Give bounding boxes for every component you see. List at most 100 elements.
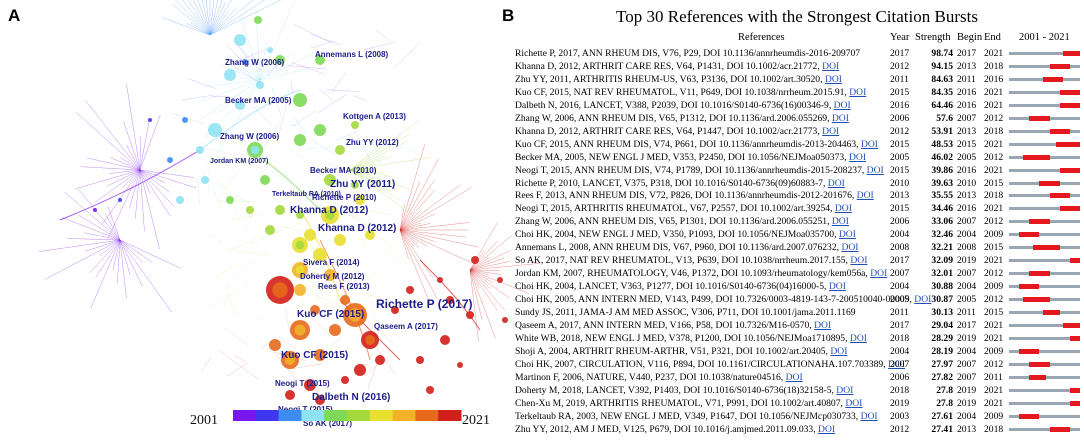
end-cell: 2021: [984, 332, 1004, 344]
strength-cell: 30.88: [931, 281, 953, 293]
network-edge: [399, 229, 466, 238]
end-cell: 2011: [984, 371, 1003, 383]
end-cell: 2012: [984, 294, 1004, 306]
doi-link[interactable]: DOI: [845, 397, 863, 409]
network-node-ring: [325, 210, 335, 220]
end-cell: 2021: [984, 319, 1004, 331]
burst-row: Zhu YY, 2011, ARTHRITIS RHEUM-US, V63, P…: [510, 73, 1084, 86]
burst-row: Choi HK, 2005, ANN INTERN MED, V143, P49…: [510, 293, 1084, 306]
doi-link[interactable]: DOI: [822, 60, 840, 72]
doi-link[interactable]: DOI: [822, 125, 840, 137]
burst-timeline: [1009, 284, 1080, 290]
doi-link[interactable]: DOI: [828, 281, 846, 293]
network-edge: [129, 169, 141, 209]
strength-cell: 27.8: [936, 397, 953, 409]
doi-link[interactable]: DOI: [833, 99, 851, 111]
strength-cell: 30.87: [931, 294, 953, 306]
network-edge: [236, 250, 270, 255]
begin-cell: 2017: [957, 48, 977, 59]
doi-link[interactable]: DOI: [849, 86, 867, 98]
network-edge: [134, 169, 141, 219]
network-edge: [108, 169, 141, 238]
doi-link[interactable]: DOI: [841, 242, 859, 254]
burst-timeline: [1009, 310, 1080, 315]
doi-link[interactable]: DOI: [866, 164, 884, 176]
network-edge: [469, 256, 491, 271]
year-cell: 2015: [890, 86, 910, 98]
doi-link[interactable]: DOI: [848, 151, 867, 163]
doi-link[interactable]: DOI: [914, 294, 932, 306]
network-edge: [84, 232, 121, 241]
node-label: Zhang W (2006): [225, 58, 284, 67]
reference-text: Choi HK, 2007, CIRCULATION, V116, P894, …: [515, 358, 905, 371]
doi-link[interactable]: DOI: [888, 358, 906, 370]
doi-link[interactable]: DOI: [827, 177, 845, 189]
node-label: Zhang W (2006): [220, 132, 279, 141]
network-edge: [345, 212, 379, 234]
network-edge: [309, 165, 327, 194]
network-edge: [61, 217, 121, 241]
doi-link[interactable]: DOI: [836, 384, 854, 396]
reference-citation: Khanna D, 2012, ARTHRIT CARE RES, V64, P…: [515, 60, 823, 72]
doi-link[interactable]: DOI: [814, 319, 832, 331]
doi-link[interactable]: DOI: [849, 332, 867, 344]
doi-link[interactable]: DOI: [834, 203, 852, 215]
reference-text: Richette P, 2017, ANN RHEUM DIS, V76, P2…: [515, 47, 860, 60]
burst-row: Neogi T, 2015, ARTHRITIS RHEUMATOL, V67,…: [510, 202, 1084, 215]
colorbar-segment: [233, 410, 257, 421]
node-label: So AK (2017): [303, 419, 352, 428]
end-cell: 2018: [984, 190, 1004, 202]
network-edge: [251, 105, 273, 126]
network-edge: [223, 327, 249, 346]
doi-link[interactable]: DOI: [831, 112, 849, 124]
network-edge: [349, 155, 386, 171]
network-edge: [126, 144, 141, 171]
doi-link[interactable]: DOI: [870, 268, 888, 280]
network-edge: [209, 11, 229, 36]
reference-text: Choi HK, 2004, NEW ENGL J MED, V350, P10…: [515, 228, 856, 241]
network-edge: [107, 169, 141, 187]
network-edge: [318, 88, 334, 102]
network-edge: [371, 324, 394, 344]
doi-link[interactable]: DOI: [856, 190, 874, 202]
doi-link[interactable]: DOI: [831, 216, 849, 228]
network-edge: [469, 269, 490, 276]
node-label: Neogi T (2015): [275, 379, 330, 388]
doi-link[interactable]: DOI: [830, 345, 848, 357]
doi-link[interactable]: DOI: [860, 138, 879, 150]
begin-cell: 2011: [957, 73, 976, 85]
network-edge: [209, 0, 223, 36]
burst-period: [1019, 413, 1040, 419]
network-node: [314, 124, 326, 136]
doi-link[interactable]: DOI: [850, 255, 868, 267]
doi-link[interactable]: DOI: [785, 371, 803, 383]
strength-cell: 27.61: [931, 410, 953, 422]
burst-period: [1029, 219, 1050, 225]
doi-link[interactable]: DOI: [824, 73, 842, 85]
burst-period: [1042, 310, 1060, 315]
network-edge: [389, 143, 421, 154]
reference-citation: So AK, 2017, NAT REV RHEUMATOL, V13, P63…: [515, 255, 851, 267]
network-edge: [367, 362, 378, 390]
doi-link[interactable]: DOI: [838, 229, 856, 241]
network-node-ring: [250, 145, 260, 155]
network-edge: [299, 278, 323, 304]
network-edge: [186, 23, 211, 36]
reference-citation: Qaseem A, 2017, ANN INTERN MED, V166, P5…: [515, 319, 815, 331]
doi-link[interactable]: DOI: [818, 423, 836, 435]
network-edge: [376, 347, 396, 375]
reference-citation: Choi HK, 2005, ANN INTERN MED, V143, P49…: [515, 294, 915, 306]
reference-text: Rees F, 2013, ANN RHEUM DIS, V72, P826, …: [515, 189, 874, 202]
year-cell: 2017: [890, 48, 910, 59]
network-node: [242, 59, 248, 65]
node-label: Dalbeth N (2016): [312, 392, 390, 403]
network-edge: [214, 181, 250, 205]
strength-cell: 46.02: [931, 151, 953, 163]
network-edge: [139, 115, 161, 171]
reference-text: Khanna D, 2012, ARTHRIT CARE RES, V64, P…: [515, 125, 839, 138]
strength-cell: 32.09: [931, 255, 953, 267]
doi-link[interactable]: DOI: [860, 410, 878, 422]
burst-period: [1029, 374, 1047, 380]
network-edge: [399, 222, 421, 231]
network-labels: Annemans L (2008) Zhang W (2006) Becker MA…: [210, 50, 473, 428]
